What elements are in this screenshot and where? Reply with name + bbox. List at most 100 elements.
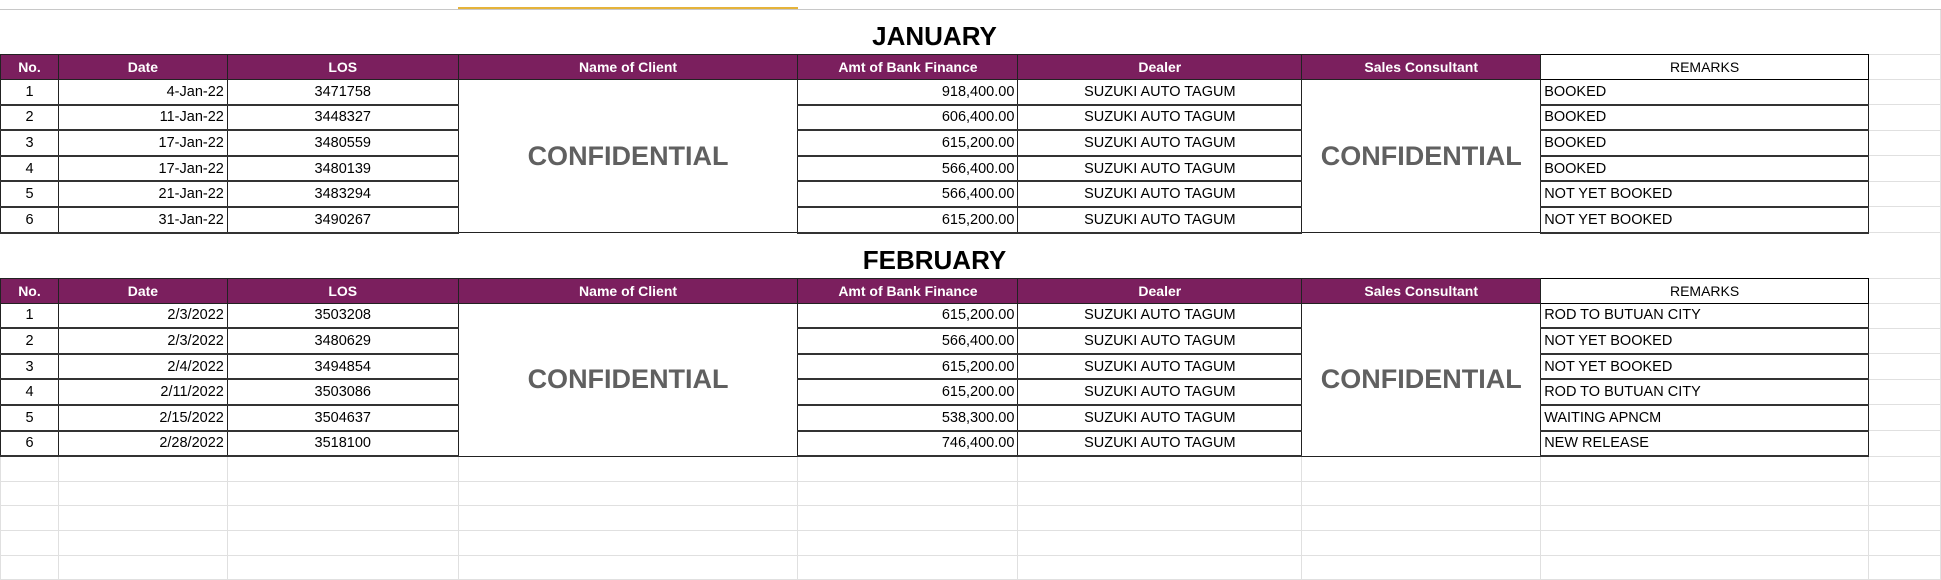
cell-dealer[interactable]: SUZUKI AUTO TAGUM	[1017, 430, 1303, 458]
cell-date[interactable]: 2/15/2022	[57, 404, 228, 432]
grid-cell[interactable]	[1868, 206, 1941, 234]
cell-sales-consultant-confidential[interactable]: CONFIDENTIAL	[1301, 78, 1542, 234]
grid-cell[interactable]	[457, 554, 799, 580]
cell-amount[interactable]: 746,400.00	[797, 430, 1019, 458]
cell-remarks[interactable]: NOT YET BOOKED	[1540, 327, 1869, 355]
grid-cell[interactable]	[797, 480, 1019, 507]
cell-date[interactable]: 17-Jan-22	[57, 155, 228, 183]
cell-date[interactable]: 17-Jan-22	[57, 129, 228, 157]
cell-remarks[interactable]: BOOKED	[1540, 104, 1869, 132]
grid-cell[interactable]	[457, 505, 799, 531]
cell-dealer[interactable]: SUZUKI AUTO TAGUM	[1017, 155, 1303, 183]
grid-cell[interactable]	[57, 529, 228, 556]
grid-cell[interactable]	[57, 554, 228, 580]
grid-cell[interactable]	[1868, 232, 1941, 279]
grid-cell[interactable]	[226, 505, 459, 531]
grid-cell[interactable]	[226, 554, 459, 580]
grid-cell[interactable]	[1017, 505, 1303, 531]
cell-date[interactable]: 2/11/2022	[57, 378, 228, 406]
grid-cell[interactable]	[57, 480, 228, 507]
cell-dealer[interactable]: SUZUKI AUTO TAGUM	[1017, 378, 1303, 406]
cell-amount[interactable]: 615,200.00	[797, 206, 1019, 234]
grid-cell[interactable]	[1301, 529, 1542, 556]
cell-date[interactable]: 11-Jan-22	[57, 104, 228, 132]
cell-remarks[interactable]: NOT YET BOOKED	[1540, 180, 1869, 208]
cell-date[interactable]: 21-Jan-22	[57, 180, 228, 208]
grid-cell[interactable]	[797, 529, 1019, 556]
grid-cell[interactable]	[1301, 480, 1542, 507]
grid-cell[interactable]	[1868, 353, 1941, 380]
grid-cell[interactable]	[1868, 155, 1941, 182]
cell-remarks[interactable]: WAITING APNCM	[1540, 404, 1869, 432]
cell-amount[interactable]: 615,200.00	[797, 302, 1019, 330]
grid-cell[interactable]	[1540, 455, 1869, 482]
cell-amount[interactable]: 566,400.00	[797, 327, 1019, 355]
grid-cell[interactable]	[226, 480, 459, 507]
cell-date[interactable]: 2/3/2022	[57, 327, 228, 355]
cell-los[interactable]: 3480559	[226, 129, 459, 157]
grid-cell[interactable]	[57, 455, 228, 482]
cell-dealer[interactable]: SUZUKI AUTO TAGUM	[1017, 353, 1303, 381]
cell-no[interactable]: 4	[0, 378, 59, 406]
grid-cell[interactable]	[0, 455, 59, 482]
header-los[interactable]: LOS	[226, 54, 459, 80]
grid-cell[interactable]	[1017, 480, 1303, 507]
header-date[interactable]: Date	[57, 54, 228, 80]
grid-cell[interactable]	[1868, 78, 1941, 106]
cell-los[interactable]: 3480139	[226, 155, 459, 183]
cell-amount[interactable]: 615,200.00	[797, 378, 1019, 406]
grid-cell[interactable]	[1301, 554, 1542, 580]
cell-los[interactable]: 3490267	[226, 206, 459, 234]
grid-cell[interactable]	[57, 505, 228, 531]
cell-name-of-client-confidential[interactable]: CONFIDENTIAL	[457, 78, 799, 234]
cell-los[interactable]: 3503086	[226, 378, 459, 406]
cell-los[interactable]: 3504637	[226, 404, 459, 432]
grid-cell[interactable]	[1868, 104, 1941, 131]
grid-cell[interactable]	[0, 480, 59, 507]
grid-cell[interactable]	[1868, 455, 1941, 482]
grid-cell[interactable]	[1868, 430, 1941, 457]
cell-los[interactable]: 3480629	[226, 327, 459, 355]
grid-cell[interactable]	[1540, 480, 1869, 507]
cell-dealer[interactable]: SUZUKI AUTO TAGUM	[1017, 78, 1303, 106]
cell-dealer[interactable]: SUZUKI AUTO TAGUM	[1017, 302, 1303, 330]
cell-amount[interactable]: 615,200.00	[797, 129, 1019, 157]
cell-date[interactable]: 2/28/2022	[57, 430, 228, 458]
grid-cell[interactable]	[226, 455, 459, 482]
cell-name-of-client-confidential[interactable]: CONFIDENTIAL	[457, 302, 799, 457]
header-sales-consultant[interactable]: Sales Consultant	[1301, 277, 1542, 304]
header-no[interactable]: No.	[0, 277, 59, 304]
grid-cell[interactable]	[797, 505, 1019, 531]
grid-cell[interactable]	[0, 529, 59, 556]
cell-no[interactable]: 3	[0, 129, 59, 157]
header-remarks[interactable]: REMARKS	[1540, 277, 1869, 304]
cell-remarks[interactable]: NOT YET BOOKED	[1540, 206, 1869, 234]
cell-amount[interactable]: 566,400.00	[797, 155, 1019, 183]
grid-cell[interactable]	[1868, 327, 1941, 355]
grid-cell[interactable]	[457, 529, 799, 556]
cell-no[interactable]: 6	[0, 430, 59, 458]
grid-cell[interactable]	[1301, 505, 1542, 531]
header-date[interactable]: Date	[57, 277, 228, 304]
header-amt-of-bank-finance[interactable]: Amt of Bank Finance	[797, 277, 1019, 304]
grid-cell[interactable]	[457, 480, 799, 507]
grid-cell[interactable]	[1868, 554, 1941, 580]
grid-cell[interactable]	[1540, 505, 1869, 531]
cell-dealer[interactable]: SUZUKI AUTO TAGUM	[1017, 104, 1303, 132]
grid-cell[interactable]	[1868, 54, 1941, 80]
grid-cell[interactable]	[1868, 277, 1941, 304]
cell-dealer[interactable]: SUZUKI AUTO TAGUM	[1017, 206, 1303, 234]
grid-cell[interactable]	[1868, 378, 1941, 406]
grid-cell[interactable]	[1868, 10, 1941, 55]
cell-dealer[interactable]: SUZUKI AUTO TAGUM	[1017, 180, 1303, 208]
grid-cell[interactable]	[1017, 455, 1303, 482]
grid-cell[interactable]	[797, 554, 1019, 580]
cell-amount[interactable]: 606,400.00	[797, 104, 1019, 132]
grid-cell[interactable]	[226, 529, 459, 556]
header-name-of-client[interactable]: Name of Client	[457, 277, 799, 304]
grid-cell[interactable]	[1868, 180, 1941, 208]
grid-cell[interactable]	[1868, 480, 1941, 507]
grid-cell[interactable]	[0, 554, 59, 580]
cell-amount[interactable]: 615,200.00	[797, 353, 1019, 381]
cell-no[interactable]: 2	[0, 327, 59, 355]
